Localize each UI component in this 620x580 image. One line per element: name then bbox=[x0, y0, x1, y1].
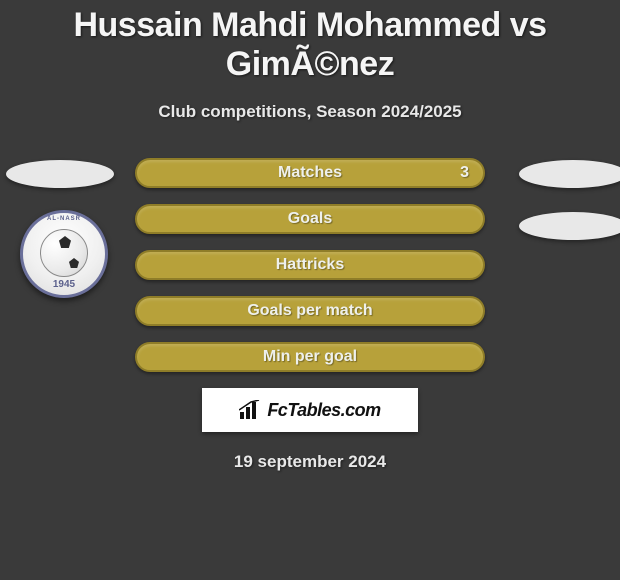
brand-box: FcTables.com bbox=[202, 388, 418, 432]
stat-bar-goals-per-match: Goals per match bbox=[135, 296, 485, 326]
brand-text: FcTables.com bbox=[267, 400, 380, 421]
stat-label: Hattricks bbox=[276, 256, 344, 274]
stat-value: 3 bbox=[460, 164, 469, 182]
left-club-badge: AL-NASR 1945 bbox=[20, 210, 120, 298]
badge-arc-text: AL-NASR bbox=[47, 216, 81, 222]
stat-label: Matches bbox=[278, 164, 342, 182]
bar-chart-icon bbox=[239, 400, 261, 420]
right-avatar-placeholder-1 bbox=[519, 160, 620, 188]
stat-bars: Matches 3 Goals Hattricks Goals per matc… bbox=[135, 158, 485, 372]
stat-bar-goals: Goals bbox=[135, 204, 485, 234]
stat-label: Goals per match bbox=[247, 302, 372, 320]
comparison-area: AL-NASR 1945 Matches 3 Goals Hattricks G… bbox=[0, 158, 620, 472]
date-text: 19 september 2024 bbox=[0, 452, 620, 472]
subtitle: Club competitions, Season 2024/2025 bbox=[0, 102, 620, 122]
stat-bar-min-per-goal: Min per goal bbox=[135, 342, 485, 372]
stat-label: Goals bbox=[288, 210, 332, 228]
stat-bar-hattricks: Hattricks bbox=[135, 250, 485, 280]
soccer-ball-icon bbox=[40, 229, 88, 277]
badge-year: 1945 bbox=[53, 279, 75, 290]
right-avatar-placeholder-2 bbox=[519, 212, 620, 240]
left-avatar-placeholder-1 bbox=[6, 160, 114, 188]
stat-label: Min per goal bbox=[263, 348, 357, 366]
stat-bar-matches: Matches 3 bbox=[135, 158, 485, 188]
page-title: Hussain Mahdi Mohammed vs GimÃ©nez bbox=[0, 0, 620, 84]
